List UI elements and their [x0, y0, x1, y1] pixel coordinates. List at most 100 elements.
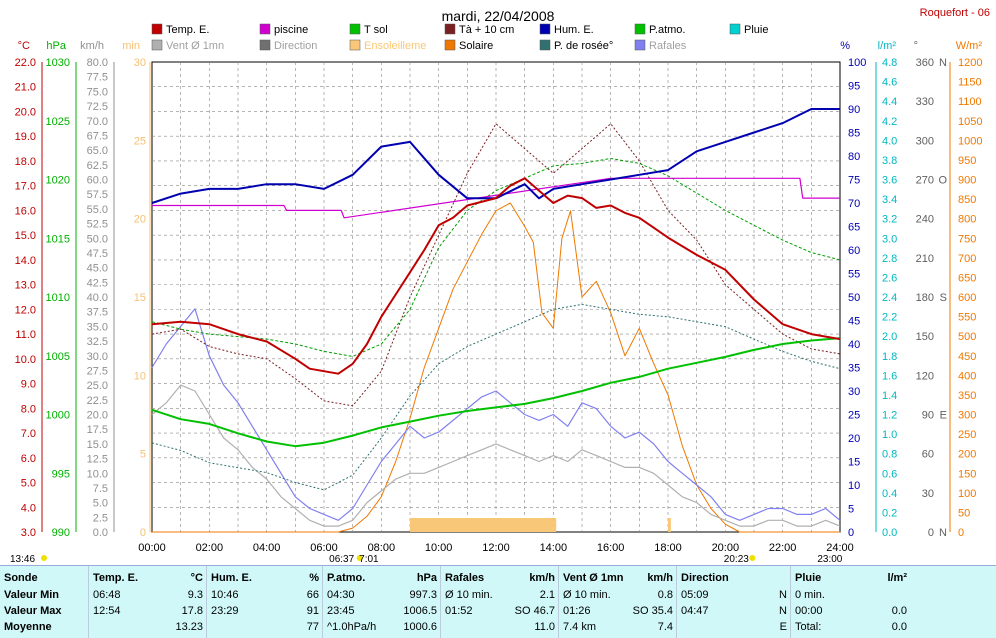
legend-swatch [151, 23, 163, 35]
direction-cardinal: O [938, 175, 947, 187]
wind-axis-tick: 55.0 [87, 204, 108, 216]
rain-unit: l/m² [878, 40, 897, 52]
solar-axis-tick: 800 [958, 214, 976, 226]
solar-axis-tick: 100 [958, 488, 976, 500]
wind-axis-tick: 30.0 [87, 351, 108, 363]
legend-label: Vent Ø 1mn [166, 40, 224, 52]
stats-cell-left: 01:52 [445, 605, 473, 617]
solar-unit: W/m² [956, 40, 983, 52]
stats-cell-right: N [779, 589, 787, 601]
stats-header-title: P.atmo. [327, 572, 366, 584]
temp-axis-tick: 3.0 [21, 527, 36, 539]
stats-cell-right: 0.0 [891, 605, 907, 617]
stats-header: Direction [681, 570, 787, 586]
temp-axis-tick: 4.0 [21, 502, 36, 514]
humidity-axis-tick: 25 [848, 410, 860, 422]
stats-header-unit: km/h [647, 572, 673, 584]
pressure-axis-tick: 1015 [46, 233, 70, 245]
series-ensoleilleme-block [668, 518, 671, 532]
wind-axis-tick: 57.5 [87, 189, 108, 201]
solar-axis-tick: 350 [958, 390, 976, 402]
rain-axis-tick: 0.8 [882, 449, 897, 461]
direction-axis-tick: 330 [916, 96, 934, 108]
stats-cell-right: 2.1 [539, 589, 555, 601]
stats-header: Vent Ø 1mn km/h [563, 570, 673, 586]
stats-cell-left: 01:26 [563, 605, 591, 617]
rain-axis-tick: 0.4 [882, 488, 897, 500]
wind-axis-tick: 72.5 [87, 101, 108, 113]
pressure-axis-tick: 1030 [46, 57, 70, 69]
wind-axis-tick: 25.0 [87, 380, 108, 392]
humidity-axis-tick: 60 [848, 245, 860, 257]
x-tick: 04:00 [253, 542, 281, 554]
stats-cell-left: Valeur Max [4, 605, 62, 617]
wind-axis-tick: 35.0 [87, 321, 108, 333]
stats-panel: Sonde Valeur Min Valeur Max Moyenne Temp. E.… [0, 565, 996, 638]
direction-axis-tick: 60 [922, 449, 934, 461]
pressure-axis-tick: 1005 [46, 351, 70, 363]
solar-axis-tick: 200 [958, 449, 976, 461]
stats-cell-left: 04:30 [327, 589, 355, 601]
x-tick: 00:00 [138, 542, 166, 554]
pressure-axis-tick: 1025 [46, 116, 70, 128]
series-p-atmo [151, 337, 841, 448]
stats-header: Hum. E.% [211, 570, 319, 586]
stats-cell-right: 1006.5 [403, 605, 437, 617]
solar-axis-tick: 700 [958, 253, 976, 265]
chart-title: mardi, 22/04/2008 [442, 8, 555, 24]
stats-cell-right: 91 [306, 605, 319, 617]
stats-cell-right: 66 [306, 589, 319, 601]
humidity-axis-tick: 90 [848, 104, 860, 116]
wind-axis-tick: 27.5 [87, 365, 108, 377]
direction-cardinal: N [939, 57, 947, 69]
stats-cell-right: 0.8 [657, 589, 673, 601]
stats-row: 0 min. [795, 587, 907, 603]
stats-header: Sonde [4, 570, 84, 586]
wind-axis-tick: 70.0 [87, 116, 108, 128]
stats-header-title: Vent Ø 1mn [563, 572, 624, 584]
stats-column: Vent Ø 1mn km/h Ø 10 min. 0.8 01:26 SO 35.4 7.… [558, 566, 677, 638]
stats-header-title: Pluie [795, 572, 822, 584]
stats-column: Pluie l/m² 0 min. 00:00 0.0 Total: 0.0 [790, 566, 911, 638]
humidity-axis-tick: 75 [848, 175, 860, 187]
stats-column: Temp. E. °C 06:48 9.3 12:54 17.8 13.23 [88, 566, 207, 638]
wind-axis-tick: 47.5 [87, 248, 108, 260]
humidity-axis-tick: 45 [848, 316, 860, 328]
stats-header-unit: °C [190, 572, 203, 584]
weather-chart: mardi, 22/04/2008 Roquefort - 06 Temp. E… [10, 7, 990, 565]
humidity-axis-tick: 55 [848, 269, 860, 281]
wind-axis-tick: 32.5 [87, 336, 108, 348]
minutes-axis-tick: 0 [140, 527, 146, 539]
wind-axis-tick: 52.5 [87, 219, 108, 231]
stats-cell-left: ^1.0hPa/h [327, 621, 377, 633]
stats-cell-left: Ø 10 min. [445, 589, 493, 601]
temp-axis-tick: 17.0 [15, 181, 36, 193]
series-solaire [152, 202, 840, 533]
stats-row: 01:26 SO 35.4 [563, 603, 673, 619]
series-rafales [151, 308, 841, 521]
series-p-de-ros-e [151, 303, 841, 491]
stats-cell-right: 1000.6 [403, 621, 437, 633]
legend-swatch [259, 23, 271, 35]
moonrise-label: 13:46 [10, 554, 35, 565]
legend-swatch [634, 23, 646, 35]
solar-axis-tick: 250 [958, 429, 976, 441]
minutes-axis-tick: 10 [134, 370, 146, 382]
solar-axis-tick: 650 [958, 272, 976, 284]
station-name: Roquefort - 06 [920, 7, 990, 19]
wind-axis-tick: 22.5 [87, 395, 108, 407]
solar-axis-tick: 900 [958, 175, 976, 187]
legend-swatch [539, 39, 551, 51]
minutes-unit: min [122, 40, 140, 52]
stats-cell-right: SO 46.7 [514, 605, 555, 617]
stats-cell-left: 12:54 [93, 605, 121, 617]
stats-cell-left: Valeur Min [4, 589, 60, 601]
solar-axis-tick: 850 [958, 194, 976, 206]
direction-axis-tick: 270 [916, 175, 934, 187]
direction-cardinal: N [939, 527, 947, 539]
temp-unit: °C [18, 40, 30, 52]
stats-header: P.atmo. hPa [327, 570, 437, 586]
stats-column: Rafales km/h Ø 10 min. 2.1 01:52 SO 46.7 11.0 [440, 566, 559, 638]
x-tick: 02:00 [196, 542, 224, 554]
stats-cell-left: 00:00 [795, 605, 823, 617]
